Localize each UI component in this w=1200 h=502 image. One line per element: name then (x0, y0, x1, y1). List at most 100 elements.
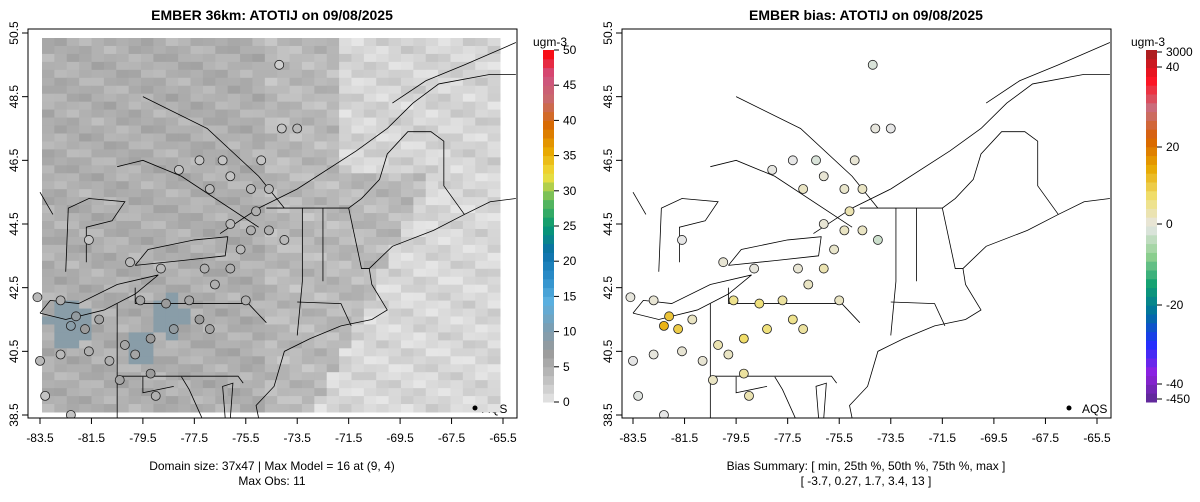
model-grid-cell (388, 149, 402, 158)
station-marker (659, 320, 669, 331)
model-grid-cell (339, 252, 352, 262)
model-grid-cell (413, 181, 427, 190)
model-grid-cell (450, 61, 464, 71)
model-grid-cell (314, 133, 328, 142)
model-grid-cell (91, 38, 105, 47)
model-grid-cell (301, 109, 315, 119)
model-grid-cell (128, 85, 142, 95)
model-grid-cell (289, 221, 303, 230)
colorbar-tick-label: 5 (563, 360, 570, 374)
model-grid-cell (202, 332, 216, 341)
model-grid-cell (141, 221, 154, 230)
station-marker (32, 292, 43, 303)
colorbar-swatch (1146, 358, 1157, 368)
model-grid-cell (326, 133, 340, 142)
model-grid-cell (376, 53, 390, 63)
model-grid-cell (289, 284, 303, 294)
model-grid-cell (400, 380, 414, 389)
colorbar-tick-label: 50 (563, 43, 577, 57)
model-grid-cell (277, 316, 291, 325)
model-grid-cell (165, 260, 179, 270)
model-grid-cell (351, 77, 365, 87)
station-marker (168, 324, 179, 334)
model-grid-cell (54, 284, 68, 294)
model-grid-cell (339, 38, 352, 47)
model-grid-cell (264, 213, 278, 222)
model-grid-cell (240, 356, 253, 365)
model-grid-cell (326, 284, 340, 294)
model-grid-cell (289, 45, 303, 55)
model-grid-cell (475, 93, 489, 103)
y-tick-label: 50.5 (7, 21, 21, 45)
model-grid-cell (425, 348, 439, 357)
model-grid-cell (215, 45, 229, 55)
colorbar-swatch (1146, 146, 1157, 157)
model-grid-cell (227, 332, 241, 341)
model-grid-cell (79, 252, 93, 262)
model-grid-cell (450, 133, 464, 142)
model-grid-cell (202, 77, 216, 87)
model-grid-cell (326, 117, 340, 127)
model-grid-cell (376, 332, 390, 341)
model-grid-cell (462, 45, 476, 55)
model-grid-cell (240, 252, 253, 262)
model-grid-cell (376, 157, 390, 166)
model-grid-cell (116, 69, 130, 79)
colorbar-swatch (1146, 199, 1157, 209)
model-grid-cell (153, 101, 167, 111)
model-grid-cell (42, 38, 55, 47)
model-grid-cell (289, 292, 303, 302)
model-grid-cell (252, 228, 266, 238)
model-grid-cell (339, 332, 352, 341)
model-grid-cell (252, 244, 266, 254)
colorbar-swatch (543, 217, 554, 227)
model-grid-cell (413, 125, 427, 134)
model-grid-cell (475, 117, 489, 127)
station-marker (798, 184, 809, 194)
model-grid-cell (91, 77, 105, 87)
model-grid-cell (475, 149, 489, 158)
model-grid-cell (475, 308, 489, 318)
model-grid-cell (252, 300, 266, 310)
model-grid-cell (42, 356, 55, 365)
model-grid-cell (264, 268, 278, 278)
model-grid-cell (438, 228, 451, 238)
model-grid-cell (438, 300, 451, 310)
model-grid-cell (413, 284, 427, 294)
model-grid-cell (277, 141, 291, 150)
model-grid-cell (79, 396, 93, 405)
model-grid-cell (252, 388, 266, 397)
station-marker (648, 349, 659, 360)
model-grid-cell (178, 38, 192, 47)
model-grid-cell (165, 252, 179, 262)
model-grid-cell (438, 173, 451, 182)
model-grid-cell (400, 332, 414, 341)
model-grid-cell (141, 300, 154, 310)
model-grid-cell (475, 101, 489, 111)
model-grid-cell (227, 284, 241, 294)
colorbar-swatch (543, 349, 554, 359)
model-grid-cell (351, 61, 365, 71)
chesapeake-bay (222, 382, 234, 418)
model-grid-cell (413, 38, 427, 47)
model-grid-cell (326, 189, 340, 198)
station-marker (83, 346, 94, 357)
model-grid-cell (128, 268, 142, 278)
model-grid-cell (252, 364, 266, 373)
model-grid-cell (240, 244, 253, 254)
model-grid-cell (400, 133, 414, 142)
model-grid-cell (475, 197, 489, 206)
model-grid-cell (165, 53, 179, 63)
model-grid-cell (103, 396, 117, 405)
model-grid-cell (438, 324, 451, 333)
model-grid-cell (190, 228, 204, 238)
model-grid-cell (475, 380, 489, 389)
model-grid-cell (91, 197, 105, 206)
model-grid-cell (103, 388, 117, 397)
model-grid-cell (190, 125, 204, 134)
model-grid-cell (252, 252, 266, 262)
model-grid-cell (351, 38, 365, 47)
concentration-map-panel: EMBER 36km: ATOTIJ on 09/08/2025 Domain … (7, 7, 577, 488)
model-grid-cell (339, 292, 352, 302)
model-grid-cell (363, 340, 377, 349)
